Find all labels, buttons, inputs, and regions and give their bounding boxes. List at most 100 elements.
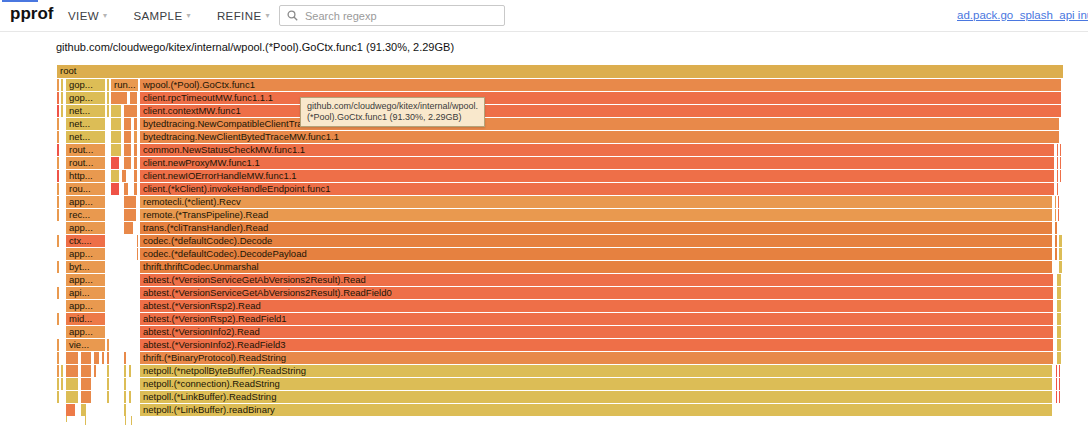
flame-cell-edge[interactable]: [1055, 248, 1057, 260]
flame-cell-edge[interactable]: [1060, 170, 1061, 182]
flame-cell[interactable]: [129, 365, 131, 377]
flame-strip[interactable]: [125, 416, 126, 425]
flame-cell-edge[interactable]: [1059, 235, 1062, 247]
flame-cell[interactable]: [134, 170, 137, 182]
menu-sample[interactable]: SAMPLE ▾: [133, 10, 190, 22]
flame-cell[interactable]: [124, 118, 131, 130]
flame-cell[interactable]: [122, 170, 126, 182]
flame-frame[interactable]: client.contextMW.func1: [140, 105, 1061, 117]
flame-cell[interactable]: [111, 105, 121, 117]
flame-cell[interactable]: [57, 339, 59, 351]
flame-cell[interactable]: [130, 92, 137, 104]
flame-frame[interactable]: abtest.(*VersionInfo2).Read: [140, 326, 1053, 338]
flame-cell[interactable]: [107, 105, 109, 117]
flame-frame[interactable]: netpoll.(*netpollByteBuffer).ReadString: [140, 365, 1052, 377]
flame-cell[interactable]: [57, 170, 59, 182]
flame-frame-gutter[interactable]: vie...: [66, 339, 105, 351]
flame-cell-edge[interactable]: [1057, 300, 1061, 312]
flame-cell[interactable]: [94, 352, 99, 364]
flame-frame[interactable]: netpoll.(*LinkBuffer).readBinary: [140, 404, 1052, 416]
flame-frame[interactable]: thrift.thriftCodec.Unmarshal: [140, 261, 1052, 273]
flame-frame[interactable]: abtest.(*VersionInfo2).ReadField3: [140, 339, 1053, 351]
flame-frame-gutter[interactable]: net...: [66, 118, 105, 130]
flame-frame-gutter[interactable]: gop...: [66, 79, 105, 91]
flame-cell[interactable]: [137, 248, 138, 260]
flame-cell[interactable]: [107, 391, 109, 403]
flame-frame[interactable]: abtest.(*VersionServiceGetAbVersions2Res…: [140, 274, 1053, 286]
profile-link[interactable]: ad.pack.go_splash_api inuse_sp: [957, 9, 1088, 21]
flame-strip[interactable]: [85, 416, 86, 425]
flame-cell[interactable]: [66, 378, 78, 390]
flame-frame-gutter[interactable]: gop...: [66, 92, 105, 104]
flame-cell-edge[interactable]: [1059, 378, 1060, 390]
flame-cell[interactable]: [81, 365, 91, 377]
flame-cell[interactable]: [57, 365, 59, 377]
flame-cell-edge[interactable]: [1059, 248, 1062, 260]
flame-cell-edge[interactable]: [1055, 235, 1057, 247]
flame-cell[interactable]: [61, 105, 63, 117]
flame-frame-gutter[interactable]: api...: [66, 287, 105, 299]
menu-refine[interactable]: REFINE ▾: [217, 10, 270, 22]
flame-cell[interactable]: [107, 378, 109, 390]
flame-cell[interactable]: [124, 144, 131, 156]
flame-cell-edge[interactable]: [1057, 157, 1058, 169]
flame-cell[interactable]: [57, 183, 59, 195]
flame-cell[interactable]: [94, 365, 96, 377]
flame-frame-gutter[interactable]: net...: [66, 131, 105, 143]
flame-frame[interactable]: bytedtracing.NewClientBytedTraceMW.func1…: [140, 131, 1059, 143]
flame-frame[interactable]: netpoll.(*LinkBuffer).ReadString: [140, 391, 1052, 403]
flame-cell[interactable]: [57, 391, 59, 403]
flame-frame-gutter[interactable]: app...: [66, 300, 105, 312]
flame-cell[interactable]: [57, 196, 59, 208]
flame-cell[interactable]: [81, 391, 91, 403]
flame-frame[interactable]: remote.(*TransPipeline).Read: [140, 209, 1052, 221]
flame-frame-root[interactable]: root: [57, 65, 1063, 78]
flame-cell-edge[interactable]: [1057, 313, 1061, 325]
flame-cell-edge[interactable]: [1055, 209, 1056, 221]
flame-cell-edge[interactable]: [1056, 391, 1057, 403]
flame-cell[interactable]: [57, 235, 59, 247]
flame-frame-gutter[interactable]: ctx....: [66, 235, 105, 247]
flame-cell-edge[interactable]: [1058, 209, 1059, 221]
flame-cell[interactable]: [111, 183, 119, 195]
flame-cell-edge[interactable]: [1057, 170, 1058, 182]
flame-cell-edge[interactable]: [1059, 391, 1060, 403]
flame-cell[interactable]: [66, 365, 78, 377]
flame-cell[interactable]: [57, 352, 59, 364]
flame-cell-edge[interactable]: [1057, 352, 1061, 364]
flame-cell[interactable]: [61, 365, 63, 377]
flame-cell[interactable]: [111, 157, 119, 169]
flame-cell-edge[interactable]: [1057, 339, 1061, 351]
flame-cell[interactable]: [61, 92, 63, 104]
flame-strip[interactable]: [66, 416, 67, 422]
flame-cell[interactable]: [134, 118, 137, 130]
flame-cell-edge[interactable]: [1057, 183, 1058, 195]
search-box[interactable]: [279, 5, 505, 26]
flame-cell-edge[interactable]: [1058, 196, 1059, 208]
menu-view[interactable]: VIEW ▾: [68, 10, 107, 22]
flame-cell[interactable]: [66, 404, 75, 416]
flame-frame[interactable]: client.(*kClient).invokeHandleEndpoint.f…: [140, 183, 1054, 195]
flame-cell[interactable]: [81, 378, 91, 390]
flame-cell-edge[interactable]: [1057, 326, 1061, 338]
flame-cell[interactable]: [124, 222, 133, 234]
flame-cell-edge[interactable]: [1059, 365, 1060, 377]
flame-frame-gutter[interactable]: mid...: [66, 313, 105, 325]
flame-cell[interactable]: [134, 144, 137, 156]
flame-cell-edge[interactable]: [1060, 144, 1061, 156]
flame-frame[interactable]: abtest.(*VersionRsp2).ReadField1: [140, 313, 1053, 325]
flame-cell[interactable]: [111, 131, 121, 143]
flame-frame[interactable]: client.rpcTimeoutMW.func1.1.1: [140, 92, 1061, 104]
flame-frame[interactable]: codec.(*defaultCodec).Decode: [140, 235, 1052, 247]
flame-frame[interactable]: client.newIOErrorHandleMW.func1.1: [140, 170, 1054, 182]
flame-frame[interactable]: client.newProxyMW.func1.1: [140, 157, 1054, 169]
flame-cell[interactable]: [107, 365, 109, 377]
flame-cell[interactable]: [111, 170, 119, 182]
flame-cell-edge[interactable]: [1056, 378, 1057, 390]
flame-cell[interactable]: [134, 183, 137, 195]
flame-frame-gutter[interactable]: http...: [66, 170, 105, 182]
flame-cell-edge[interactable]: [1060, 157, 1061, 169]
flame-cell[interactable]: [57, 287, 59, 299]
flame-frame-gutter[interactable]: net...: [66, 105, 105, 117]
flame-cell[interactable]: [124, 404, 126, 416]
